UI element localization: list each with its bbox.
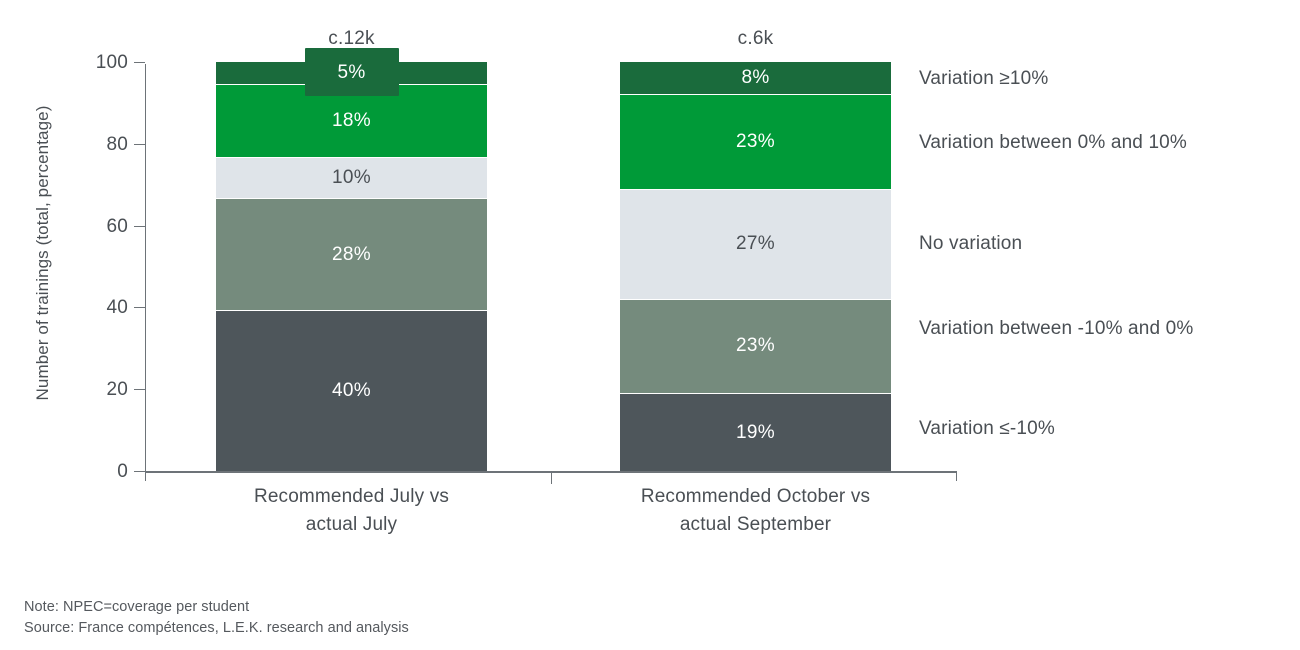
- footnotes: Note: NPEC=coverage per student Source: …: [24, 597, 409, 639]
- footnote-note: Note: NPEC=coverage per student: [24, 599, 250, 615]
- x-axis-left-endcap: [145, 471, 147, 481]
- bar-group: c.12k 5% 18% 10% 28% 40%: [216, 28, 487, 471]
- legend-item[interactable]: No variation: [919, 231, 1022, 257]
- bar-segment-value-label: 8%: [741, 67, 770, 89]
- y-axis-tick-mark: [134, 307, 145, 309]
- bar-segment[interactable]: 5%: [216, 48, 487, 96]
- bar-segment-value-label: 23%: [736, 335, 775, 357]
- bar-stack: 8% 23% 27% 23% 19%: [620, 62, 891, 472]
- x-axis-category-divider: [551, 471, 553, 484]
- legend-item[interactable]: Variation between -10% and 0%: [919, 316, 1193, 342]
- legend-item[interactable]: Variation between 0% and 10%: [919, 130, 1187, 156]
- y-axis-tick-label: 0: [117, 461, 128, 482]
- y-axis-tick-mark: [134, 62, 145, 63]
- bar-segment[interactable]: 28%: [216, 198, 487, 312]
- bar-total-label: c.12k: [328, 28, 375, 49]
- bar-segment[interactable]: 23%: [620, 299, 891, 395]
- y-axis-tick-label: 100: [95, 52, 128, 73]
- x-axis-category-label: Recommended July vs actual July: [156, 483, 547, 539]
- y-axis-tick-label: 40: [106, 297, 128, 319]
- y-axis-tick-mark: [134, 389, 145, 391]
- legend-item[interactable]: Variation ≥10%: [919, 66, 1048, 92]
- x-axis-right-endcap: [956, 471, 958, 481]
- bar-segment-value-label: 19%: [736, 421, 775, 443]
- legend-item-label: Variation between 0% and 10%: [919, 132, 1187, 153]
- bar-segment[interactable]: 18%: [216, 85, 487, 158]
- category-label-line: Recommended October vs: [640, 486, 871, 507]
- bar-segment[interactable]: 23%: [620, 95, 891, 190]
- legend-item-label: No variation: [919, 233, 1023, 254]
- bar-segment-callout-box: [304, 48, 399, 96]
- bar-total-label: c.6k: [737, 28, 774, 49]
- legend-item-label: Variation between -10% and 0%: [919, 318, 1194, 339]
- y-axis-tick-mark: [134, 471, 145, 472]
- bar-segment[interactable]: 27%: [620, 189, 891, 300]
- category-label-line: actual July: [305, 514, 398, 535]
- bar-segment[interactable]: 8%: [620, 62, 891, 96]
- y-axis-title: Number of trainings (total, percentage): [33, 105, 52, 401]
- footnote-source: Source: France compétences, L.E.K. resea…: [24, 620, 409, 636]
- bar-group: c.6k 8% 23% 27% 23% 19%: [620, 28, 891, 472]
- bar-segment-value-label: 18%: [332, 109, 371, 131]
- legend-item[interactable]: Variation ≤-10%: [919, 416, 1055, 442]
- bar-segment-value-label: 28%: [332, 243, 371, 265]
- bar-segment-value-label: 40%: [332, 380, 371, 402]
- bar-segment-value-label: 23%: [736, 130, 775, 152]
- x-axis-category-label: Recommended October vs actual September: [560, 483, 951, 539]
- bar-segment-value-label: 5%: [337, 62, 366, 83]
- y-axis-line: [145, 64, 147, 472]
- legend-item-label: Variation ≥10%: [919, 68, 1049, 89]
- bar-stack: 5% 18% 10% 28% 40%: [216, 48, 487, 471]
- bar-segment[interactable]: 40%: [216, 311, 487, 471]
- bar-segment-value-label: 10%: [332, 166, 371, 188]
- bar-segment[interactable]: 10%: [216, 157, 487, 199]
- y-axis-tick-label: 80: [106, 133, 128, 155]
- y-axis-tick-mark: [134, 143, 145, 145]
- bar-segment-value-label: 27%: [736, 233, 775, 255]
- y-axis-tick-label: 20: [106, 379, 128, 401]
- y-axis-tick-mark: [134, 225, 145, 227]
- category-label-line: actual September: [679, 514, 832, 535]
- category-label-line: Recommended July vs: [253, 486, 450, 507]
- bar-segment[interactable]: 19%: [620, 394, 891, 472]
- legend-item-label: Variation ≤-10%: [919, 418, 1055, 439]
- y-axis-tick-label: 60: [106, 215, 128, 237]
